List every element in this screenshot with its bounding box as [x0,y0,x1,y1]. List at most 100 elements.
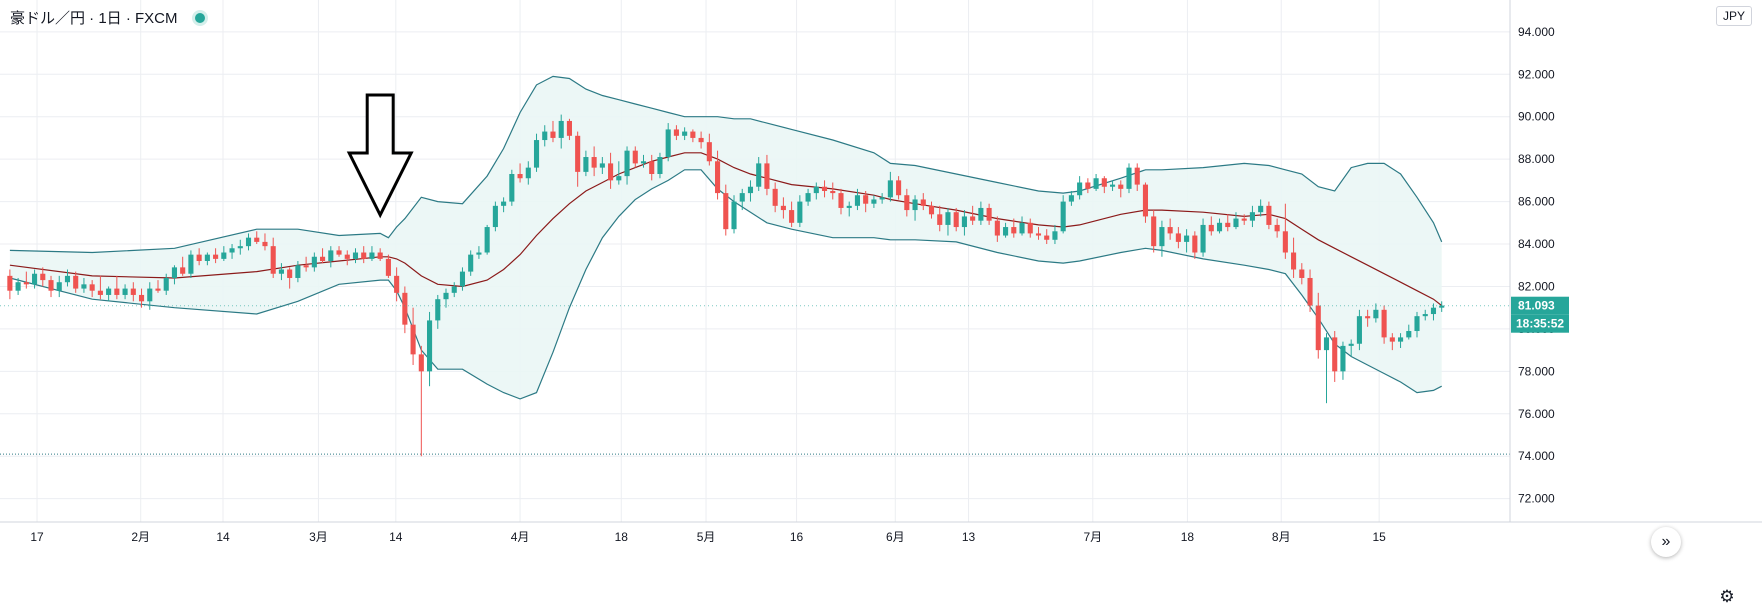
candle-body [492,205,498,228]
time-axis-label: 18 [615,530,629,544]
candle-body [525,167,531,179]
candle-body [1126,167,1132,189]
candle-body [443,292,449,300]
candle-body [1019,222,1025,234]
candle-body [97,290,103,295]
candle-body [608,163,614,181]
candle-body [295,265,301,278]
price-axis-label: 74.000 [1518,449,1555,463]
candle-body [147,288,153,302]
candle-body [945,212,951,225]
candle-body [1118,184,1124,189]
candle-body [1052,231,1058,240]
candle-body [229,248,235,253]
double-chevron-right-icon: » [1661,533,1671,550]
candle-body [970,216,976,221]
candle-body [731,201,737,230]
candle-body [130,288,136,295]
candle-body [361,252,367,259]
candle-body [196,254,202,261]
candle-body [533,140,540,168]
candle-body [1282,231,1288,253]
candle-body [1365,316,1371,319]
candle-body [1414,316,1420,332]
candle-body [542,131,548,141]
candle-body [1225,222,1231,228]
candle-body [632,150,638,164]
candle-body [558,120,564,138]
candle-body [723,193,729,230]
candle-body [1266,205,1272,225]
candle-body [780,205,786,211]
candle-body [986,207,992,221]
candle-body [262,241,268,247]
candle-body [1389,337,1395,342]
candle-body [599,163,605,168]
time-axis-label: 6月 [886,530,905,544]
symbol-title: 豪ドル／円 · 1日 · FXCM [10,10,178,27]
candle-body [805,193,811,202]
currency-label[interactable]: JPY [1716,6,1753,26]
candle-body [1381,309,1387,338]
candle-body [1356,316,1362,344]
price-axis-label: 76.000 [1518,407,1555,421]
candle-body [649,161,655,174]
candle-body [846,205,852,208]
candle-body [320,256,326,261]
candle-body [1175,233,1181,242]
candle-body [7,275,13,291]
candle-body [838,193,844,208]
candle-body [887,180,893,198]
candle-body [369,252,375,259]
candle-body [171,267,178,278]
candle-body [1101,178,1107,187]
candle-body [81,284,87,289]
candle-body [410,324,416,355]
candle-body [15,282,21,291]
candle-body [682,131,688,136]
candle-body [163,277,169,291]
candle-body [336,250,342,255]
countdown-badge [1511,314,1569,333]
candle-body [1044,235,1050,240]
candle-body [1299,269,1305,278]
time-axis-label: 18 [1181,530,1195,544]
candle-body [854,195,861,206]
candle-body [1134,167,1140,185]
candle-body [1291,252,1297,270]
candle-body [468,254,474,272]
candle-body [106,288,112,295]
candle-body [377,252,383,259]
candle-body [1373,309,1379,319]
settings-gear-button[interactable]: ⚙ [1718,588,1736,606]
candle-body [978,207,984,221]
bollinger-basis-line [9,152,1443,307]
candle-body [1315,305,1321,351]
candle-body [813,186,819,194]
candle-body [138,294,145,302]
price-axis-label: 94.000 [1518,25,1555,39]
candle-body [48,280,54,291]
candle-body [73,275,79,289]
candle-body [1151,216,1157,247]
candle-body [344,254,350,259]
candle-body [311,256,317,268]
candle-body [451,286,457,293]
price-axis-label: 82.000 [1518,279,1555,293]
candle-body [1241,218,1247,221]
candle-body [739,193,745,202]
candle-body [566,120,572,136]
time-axis-label: 17 [30,530,44,544]
candle-body [863,195,869,204]
candle-body [961,216,967,228]
candle-body [509,174,515,202]
candle-body [426,320,433,372]
candle-body [56,282,62,291]
candle-body [706,142,712,162]
scroll-to-realtime-button[interactable]: » [1651,527,1681,557]
candle-body [1332,337,1338,372]
candle-body [155,288,161,291]
candle-body [1200,224,1206,253]
